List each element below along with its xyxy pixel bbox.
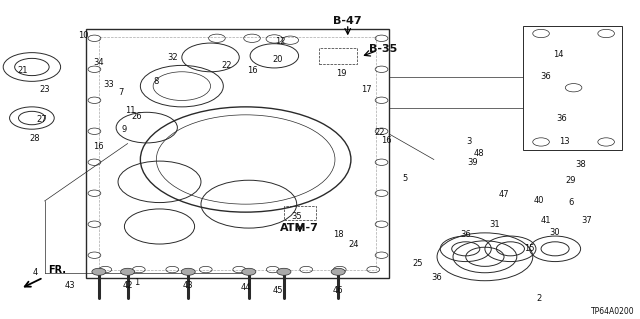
Text: FR.: FR.	[48, 265, 66, 275]
Text: 42: 42	[122, 281, 133, 290]
Text: 19: 19	[336, 69, 347, 78]
Text: 1: 1	[134, 278, 140, 287]
Text: 32: 32	[167, 53, 177, 62]
Text: 35: 35	[291, 212, 302, 221]
Text: 26: 26	[132, 112, 143, 121]
Circle shape	[181, 268, 195, 275]
Text: 45: 45	[272, 286, 283, 295]
Text: 5: 5	[403, 174, 408, 183]
Text: 46: 46	[333, 286, 344, 295]
Text: 22: 22	[221, 61, 232, 70]
Text: 36: 36	[460, 230, 471, 239]
Text: 28: 28	[30, 134, 40, 143]
Text: 18: 18	[333, 230, 344, 239]
Text: 38: 38	[575, 160, 586, 169]
Text: 24: 24	[349, 240, 359, 249]
Text: 31: 31	[489, 220, 500, 229]
Text: 4: 4	[33, 268, 38, 277]
Text: 15: 15	[524, 244, 535, 253]
Circle shape	[120, 268, 134, 275]
Text: 22: 22	[374, 128, 385, 137]
Text: 11: 11	[125, 106, 136, 115]
Text: 27: 27	[36, 115, 47, 124]
Text: 41: 41	[540, 216, 551, 225]
Circle shape	[92, 268, 106, 275]
Text: 17: 17	[362, 85, 372, 94]
Text: 30: 30	[550, 228, 561, 237]
Text: TP64A0200: TP64A0200	[591, 307, 634, 315]
Text: 9: 9	[122, 125, 127, 134]
Text: 29: 29	[566, 176, 576, 185]
Text: 21: 21	[17, 66, 28, 75]
Text: 37: 37	[582, 216, 593, 225]
Circle shape	[242, 268, 256, 275]
Text: 36: 36	[540, 72, 551, 81]
Text: 20: 20	[272, 55, 283, 63]
Text: 33: 33	[103, 80, 114, 89]
Text: B-35: B-35	[369, 44, 397, 55]
Text: 25: 25	[413, 259, 423, 268]
Text: 8: 8	[154, 77, 159, 86]
Text: 6: 6	[568, 198, 573, 207]
Circle shape	[277, 268, 291, 275]
Text: 43: 43	[65, 281, 76, 290]
Text: 16: 16	[246, 66, 257, 75]
Text: 36: 36	[431, 273, 442, 282]
Text: 48: 48	[473, 149, 484, 158]
Text: 47: 47	[499, 190, 509, 199]
Text: 3: 3	[467, 137, 472, 146]
Text: 16: 16	[93, 142, 104, 151]
Text: 13: 13	[559, 137, 570, 146]
Text: 34: 34	[93, 58, 104, 67]
Text: 7: 7	[118, 88, 124, 97]
Text: 14: 14	[553, 50, 564, 59]
Text: 23: 23	[39, 85, 50, 94]
Text: 2: 2	[536, 294, 541, 303]
Text: 10: 10	[77, 31, 88, 40]
Text: 39: 39	[467, 158, 477, 167]
Circle shape	[331, 268, 345, 275]
Text: 12: 12	[275, 37, 286, 46]
Text: B-47: B-47	[333, 16, 362, 26]
Text: 43: 43	[183, 281, 193, 290]
Text: 36: 36	[556, 114, 567, 122]
Text: ATM-7: ATM-7	[280, 223, 319, 233]
Text: 40: 40	[534, 197, 545, 205]
Text: 16: 16	[381, 136, 391, 145]
Text: 44: 44	[241, 283, 251, 292]
